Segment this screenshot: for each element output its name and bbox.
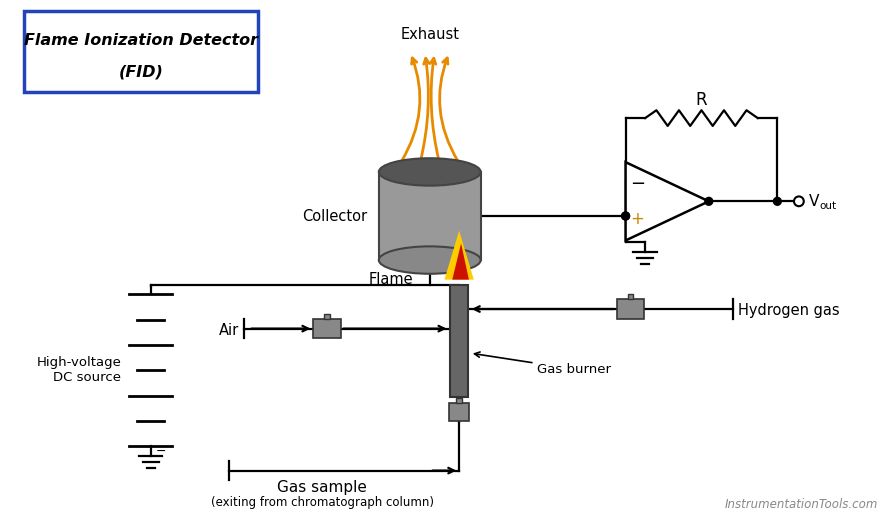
Bar [626, 295, 633, 299]
Text: (exiting from chromatograph column): (exiting from chromatograph column) [210, 497, 433, 509]
Text: (FID): (FID) [119, 65, 163, 79]
Circle shape [773, 197, 781, 205]
Text: High-voltage
DC source: High-voltage DC source [36, 356, 121, 384]
Bar [455, 398, 462, 403]
Bar [378, 172, 480, 260]
Bar [616, 299, 643, 319]
Text: InstrumentationTools.com: InstrumentationTools.com [724, 498, 877, 511]
Bar [313, 319, 340, 338]
Circle shape [793, 196, 803, 206]
Text: Collector: Collector [301, 208, 367, 224]
Text: Flame: Flame [368, 272, 413, 287]
Text: Air: Air [218, 323, 238, 338]
Bar [323, 314, 330, 319]
Text: Hydrogen gas: Hydrogen gas [737, 304, 839, 318]
Text: +: + [630, 210, 643, 228]
Text: R: R [695, 92, 706, 109]
Text: −: − [155, 444, 166, 458]
Polygon shape [625, 162, 708, 240]
Text: Exhaust: Exhaust [400, 27, 459, 43]
Circle shape [621, 212, 629, 220]
Text: Gas burner: Gas burner [474, 352, 610, 376]
Polygon shape [444, 231, 473, 280]
Ellipse shape [378, 246, 480, 274]
Text: Flame Ionization Detector: Flame Ionization Detector [24, 33, 258, 48]
FancyBboxPatch shape [25, 12, 258, 92]
Bar [450, 285, 468, 397]
Text: out: out [819, 201, 835, 211]
Text: −: − [629, 175, 644, 193]
Text: V: V [808, 194, 818, 209]
Circle shape [621, 212, 629, 220]
Text: Gas sample: Gas sample [276, 480, 367, 495]
Bar [449, 403, 469, 421]
Ellipse shape [378, 158, 480, 186]
Circle shape [704, 197, 712, 205]
Polygon shape [452, 244, 469, 280]
